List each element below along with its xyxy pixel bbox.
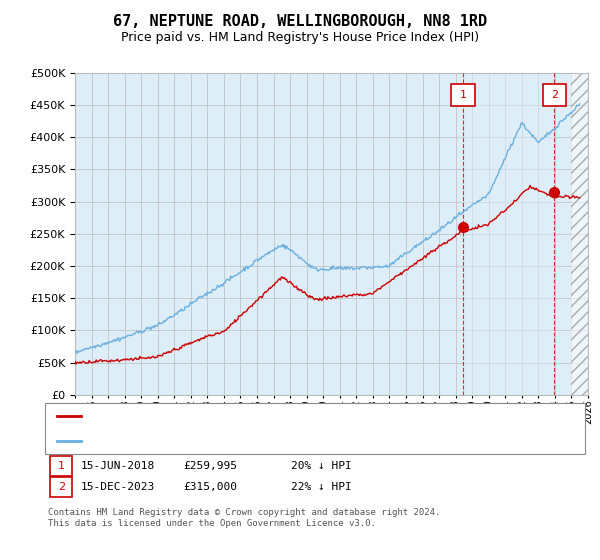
Text: 67, NEPTUNE ROAD, WELLINGBOROUGH, NN8 1RD: 67, NEPTUNE ROAD, WELLINGBOROUGH, NN8 1R… xyxy=(113,14,487,29)
Bar xyxy=(463,73,554,395)
Text: 22% ↓ HPI: 22% ↓ HPI xyxy=(291,482,352,492)
Text: Contains HM Land Registry data © Crown copyright and database right 2024.
This d: Contains HM Land Registry data © Crown c… xyxy=(48,508,440,528)
Text: £315,000: £315,000 xyxy=(183,482,237,492)
Bar xyxy=(571,73,588,395)
Text: 15-JUN-2018: 15-JUN-2018 xyxy=(81,461,155,471)
Text: HPI: Average price, detached house, North Northamptonshire: HPI: Average price, detached house, Nort… xyxy=(85,436,476,446)
Text: 15-DEC-2023: 15-DEC-2023 xyxy=(81,482,155,492)
Bar xyxy=(571,73,588,395)
Text: Price paid vs. HM Land Registry's House Price Index (HPI): Price paid vs. HM Land Registry's House … xyxy=(121,31,479,44)
Text: 20% ↓ HPI: 20% ↓ HPI xyxy=(291,461,352,471)
Text: 67, NEPTUNE ROAD, WELLINGBOROUGH, NN8 1RD (detached house): 67, NEPTUNE ROAD, WELLINGBOROUGH, NN8 1R… xyxy=(85,410,476,421)
Text: £259,995: £259,995 xyxy=(183,461,237,471)
Text: 2: 2 xyxy=(551,90,558,100)
Text: 1: 1 xyxy=(58,461,65,471)
Text: 2: 2 xyxy=(58,482,65,492)
Text: 1: 1 xyxy=(460,90,467,100)
